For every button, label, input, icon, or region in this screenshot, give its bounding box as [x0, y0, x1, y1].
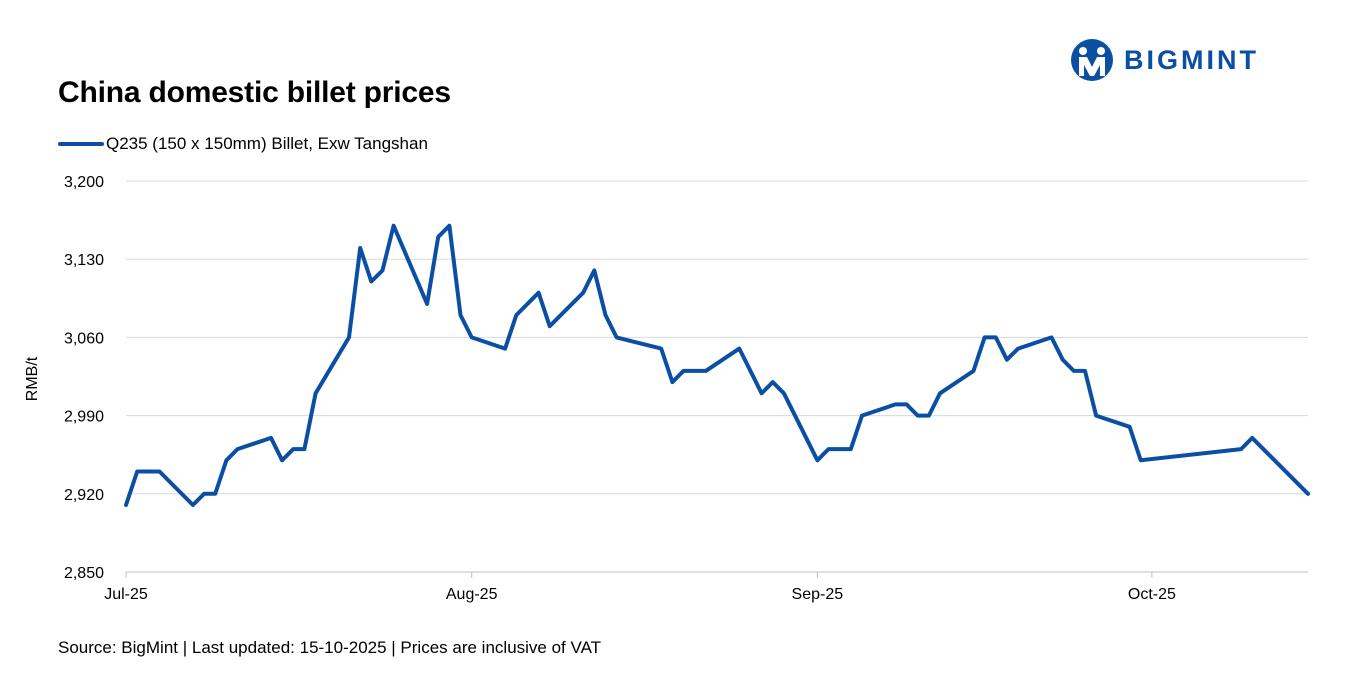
data-point: [593, 269, 595, 271]
data-point: [382, 269, 383, 271]
data-point: [928, 415, 930, 417]
data-point: [1251, 437, 1253, 439]
data-point: [1084, 370, 1086, 372]
data-point: [783, 392, 785, 394]
data-point: [549, 325, 551, 327]
data-point: [1062, 359, 1064, 361]
legend-label: Q235 (150 x 150mm) Billet, Exw Tangshan: [106, 134, 428, 153]
data-point: [504, 348, 506, 350]
data-point: [616, 336, 618, 338]
data-point: [939, 392, 941, 394]
data-point: [471, 336, 473, 338]
data-point: [460, 314, 461, 316]
data-point: [348, 336, 350, 338]
data-point: [370, 281, 372, 282]
y-tick-label: 2,850: [64, 565, 104, 582]
data-point: [315, 392, 317, 394]
y-tick-label: 3,200: [64, 174, 104, 191]
data-point: [917, 415, 919, 417]
data-point: [995, 336, 997, 338]
chart-title: China domestic billet prices: [58, 76, 451, 109]
data-point: [125, 504, 127, 506]
data-point: [984, 336, 986, 338]
data-point: [515, 314, 517, 316]
data-point: [705, 370, 707, 372]
data-point: [1140, 459, 1142, 461]
data-point: [660, 348, 662, 350]
brand-name: BIGMINT: [1124, 44, 1259, 75]
data-point: [437, 236, 439, 238]
data-point: [1017, 348, 1019, 350]
data-point: [292, 448, 294, 450]
data-point: [1129, 426, 1131, 428]
data-point: [582, 292, 584, 294]
data-point: [426, 303, 428, 305]
data-point: [761, 392, 763, 394]
series-line: [124, 223, 1310, 507]
x-tick-label: Oct-25: [1128, 586, 1176, 603]
data-point: [136, 471, 138, 472]
data-point: [816, 459, 818, 461]
y-tick-label: 3,130: [64, 252, 104, 269]
data-point: [448, 225, 450, 227]
data-point: [605, 314, 606, 316]
data-point: [850, 448, 852, 450]
data-point: [738, 348, 740, 350]
data-point: [973, 370, 974, 372]
data-point: [1240, 448, 1242, 450]
data-point: [894, 403, 896, 405]
data-point: [225, 459, 227, 461]
y-tick-label: 2,920: [64, 487, 104, 504]
data-point: [214, 493, 216, 495]
x-tick-label: Aug-25: [446, 586, 498, 603]
data-point: [1307, 493, 1309, 495]
brand-logo: BIGMINT: [1070, 38, 1259, 82]
data-point: [1006, 359, 1008, 361]
y-tick-label: 3,060: [64, 330, 104, 347]
data-point: [192, 504, 194, 506]
data-point: [359, 247, 361, 249]
data-point: [861, 415, 863, 417]
x-tick-label: Jul-25: [104, 586, 148, 603]
bigmint-logo-icon: [1071, 39, 1113, 81]
legend-line-swatch: [58, 142, 104, 146]
data-point: [828, 448, 829, 450]
data-point: [303, 448, 305, 450]
data-point: [147, 471, 149, 472]
data-point: [1073, 370, 1075, 372]
chart-legend: Q235 (150 x 150mm) Billet, Exw Tangshan: [58, 134, 428, 154]
data-point: [906, 403, 908, 405]
data-point: [1095, 415, 1097, 417]
x-tick-label: Sep-25: [792, 586, 844, 603]
data-point: [683, 370, 684, 372]
data-point: [393, 225, 395, 227]
data-point: [772, 381, 774, 383]
data-point: [237, 448, 238, 450]
source-note: Source: BigMint | Last updated: 15-10-20…: [58, 638, 602, 657]
data-point: [281, 459, 283, 461]
data-point: [671, 381, 673, 383]
data-point: [159, 471, 160, 472]
data-point: [1051, 336, 1052, 338]
data-point: [538, 292, 540, 294]
y-tick-label: 2,990: [64, 409, 104, 426]
data-point: [203, 493, 205, 495]
data-point: [270, 437, 272, 439]
